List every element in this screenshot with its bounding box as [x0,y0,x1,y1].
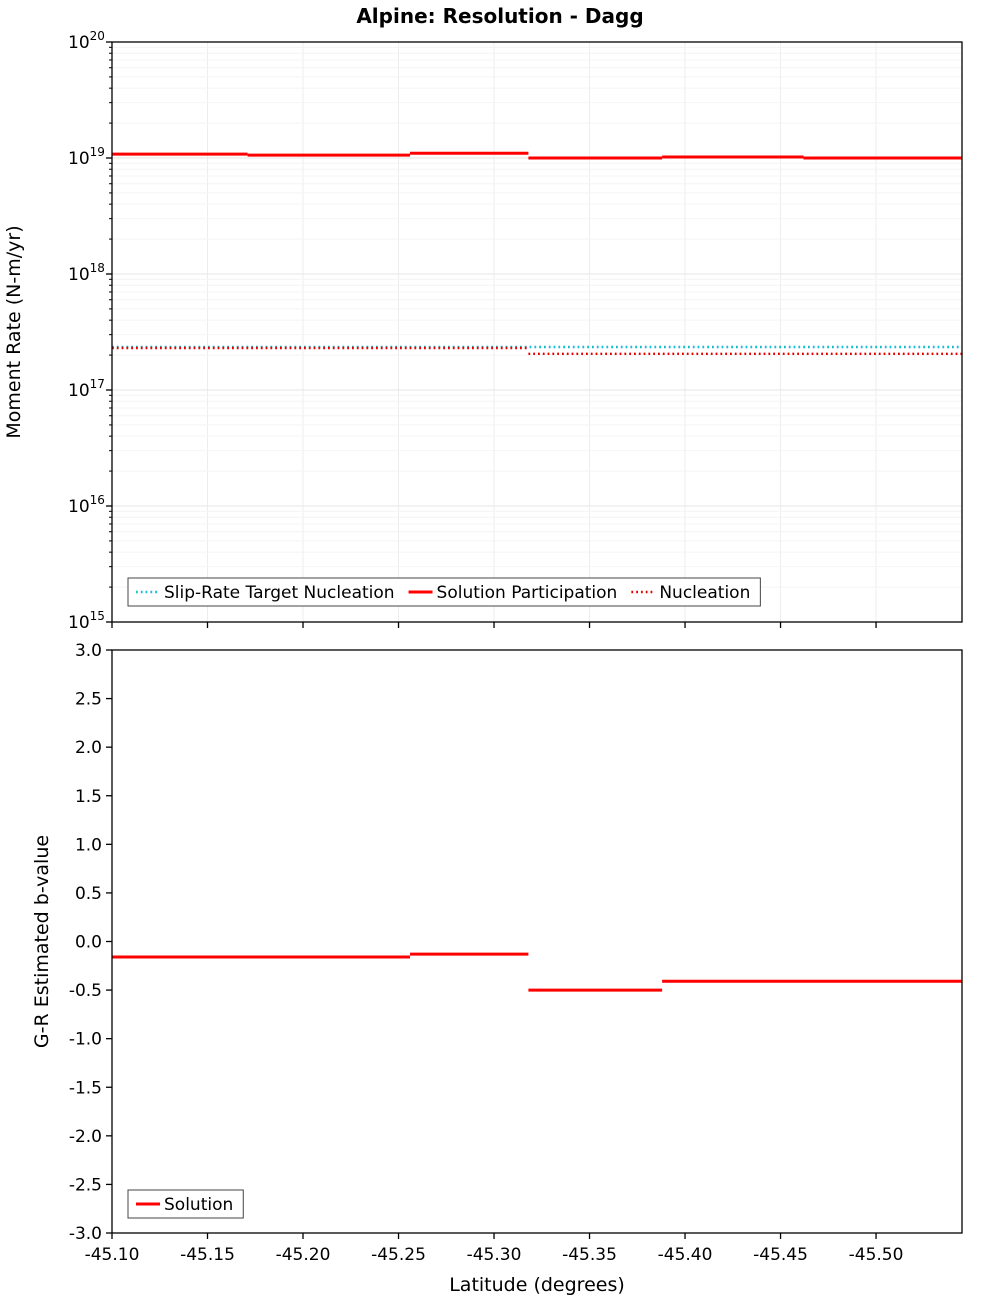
svg-text:3.0: 3.0 [75,641,102,661]
svg-text:-45.50: -45.50 [849,1245,904,1265]
svg-text:-45.30: -45.30 [467,1245,522,1265]
svg-text:1016: 1016 [68,493,105,517]
svg-text:Slip-Rate Target Nucleation: Slip-Rate Target Nucleation [164,583,395,603]
svg-text:-2.5: -2.5 [69,1175,102,1195]
x-axis: -45.10 -45.15 -45.20 -45.25 -45.30 -45.35 -45.… [85,1233,904,1296]
svg-text:-45.20: -45.20 [276,1245,331,1265]
svg-text:-45.15: -45.15 [180,1245,235,1265]
moment-rate-panel: 1020 1019 1018 1017 1016 1015 Moment Rate (N-m… [3,29,963,633]
svg-text:1020: 1020 [68,29,105,53]
svg-text:2.0: 2.0 [75,738,102,758]
series-solution [112,952,962,992]
series-nucleation [112,346,962,355]
svg-text:1017: 1017 [68,377,105,401]
svg-text:-0.5: -0.5 [69,981,102,1001]
b-value-panel: 3.0 2.5 2.0 1.5 1.0 0.5 0.0 -0.5 -1.0 -1.5 -2.0 -2.… [31,641,963,1296]
svg-text:Nucleation: Nucleation [659,583,750,603]
svg-text:1018: 1018 [68,261,105,285]
svg-text:0.5: 0.5 [75,884,102,904]
svg-text:1.0: 1.0 [75,835,102,855]
legend: Solution [127,1189,244,1219]
svg-text:1.5: 1.5 [75,787,102,807]
chart-title: Alpine: Resolution - Dagg [356,4,644,28]
svg-text:Solution Participation: Solution Participation [437,583,618,603]
x-axis [111,622,877,628]
plot-border [111,41,963,623]
svg-text:-45.35: -45.35 [562,1245,617,1265]
svg-text:-3.0: -3.0 [69,1224,102,1244]
svg-text:1015: 1015 [68,609,105,633]
svg-text:-45.25: -45.25 [371,1245,426,1265]
plot-border [111,649,963,1234]
y-axis-label: G-R Estimated b-value [31,835,53,1048]
x-axis-label: Latitude (degrees) [449,1274,625,1296]
svg-text:-45.40: -45.40 [658,1245,713,1265]
svg-text:-2.0: -2.0 [69,1127,102,1147]
svg-text:1019: 1019 [68,145,105,169]
svg-text:Solution: Solution [164,1195,233,1215]
y-axis: 3.0 2.5 2.0 1.5 1.0 0.5 0.0 -0.5 -1.0 -1.5 -2.0 -2.… [69,641,112,1244]
svg-text:0.0: 0.0 [75,933,102,953]
svg-text:-1.0: -1.0 [69,1030,102,1050]
legend: Slip-Rate Target Nucleation Solution Part… [127,577,761,607]
gridlines [111,41,962,623]
svg-text:-45.45: -45.45 [753,1245,808,1265]
series-solution-participation [112,151,962,160]
svg-text:2.5: 2.5 [75,690,102,710]
svg-text:-45.10: -45.10 [85,1245,140,1265]
svg-text:-1.5: -1.5 [69,1078,102,1098]
y-axis-label: Moment Rate (N-m/yr) [3,225,25,438]
y-axis: 1020 1019 1018 1017 1016 1015 [68,29,112,633]
